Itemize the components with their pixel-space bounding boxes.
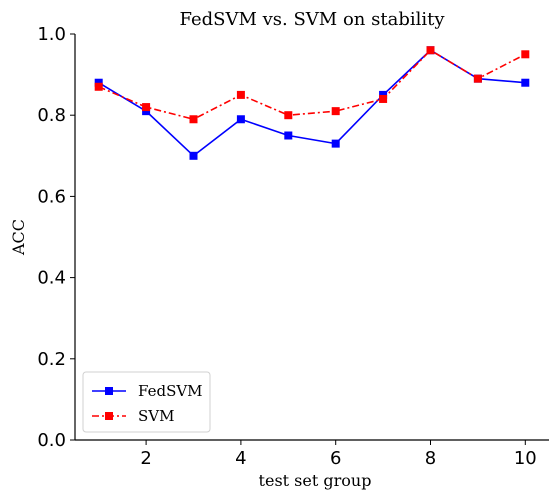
svm-data-point bbox=[426, 46, 435, 55]
x-axis-label: test set group bbox=[259, 471, 372, 490]
x-tick-label: 4 bbox=[235, 448, 246, 469]
svm-data-point bbox=[473, 74, 482, 83]
svm-data-point bbox=[189, 115, 198, 124]
legend-fedsvm-marker bbox=[105, 387, 113, 395]
fedsvm-data-point bbox=[284, 131, 293, 140]
y-tick-label: 0.4 bbox=[37, 268, 66, 289]
plot-area bbox=[94, 46, 530, 160]
chart-title: FedSVM vs. SVM on stability bbox=[179, 9, 445, 30]
fedsvm-data-point bbox=[236, 115, 245, 124]
y-axis: 0.0 0.2 0.4 0.6 0.8 1.0 bbox=[37, 24, 76, 451]
y-axis-label: ACC bbox=[9, 219, 28, 256]
fedsvm-data-point bbox=[379, 90, 388, 99]
svm-data-point bbox=[284, 111, 293, 120]
svm-data-point bbox=[379, 94, 388, 103]
legend-fedsvm-label: FedSVM bbox=[138, 382, 203, 400]
x-tick-label: 6 bbox=[330, 448, 341, 469]
legend-box bbox=[82, 371, 211, 433]
x-tick-label: 2 bbox=[140, 448, 151, 469]
fedsvm-data-point bbox=[142, 107, 151, 116]
y-tick-label: 1.0 bbox=[37, 24, 66, 45]
svm-data-point bbox=[521, 50, 530, 59]
y-tick-label: 0.2 bbox=[37, 349, 66, 370]
svm-data-point bbox=[142, 103, 151, 112]
x-axis: 2 4 6 8 10 bbox=[75, 439, 549, 469]
fedsvm-data-point bbox=[331, 139, 340, 148]
fedsvm-series-line bbox=[98, 49, 526, 157]
fedsvm-data-point bbox=[94, 78, 103, 87]
y-tick-label: 0.8 bbox=[37, 105, 66, 126]
svm-data-point bbox=[331, 107, 340, 116]
svm-data-point bbox=[236, 90, 245, 99]
y-tick-label: 0.0 bbox=[37, 430, 66, 451]
y-tick-label: 0.6 bbox=[37, 186, 66, 207]
legend: FedSVM SVM bbox=[82, 371, 211, 433]
legend-svm-marker bbox=[105, 412, 113, 420]
svm-data-point bbox=[94, 82, 103, 91]
legend-svm-label: SVM bbox=[138, 407, 174, 425]
fedsvm-data-point bbox=[189, 151, 198, 160]
fedsvm-data-point bbox=[521, 78, 530, 87]
svm-series-line bbox=[98, 49, 526, 121]
x-tick-label: 10 bbox=[514, 448, 537, 469]
x-tick-label: 8 bbox=[425, 448, 436, 469]
